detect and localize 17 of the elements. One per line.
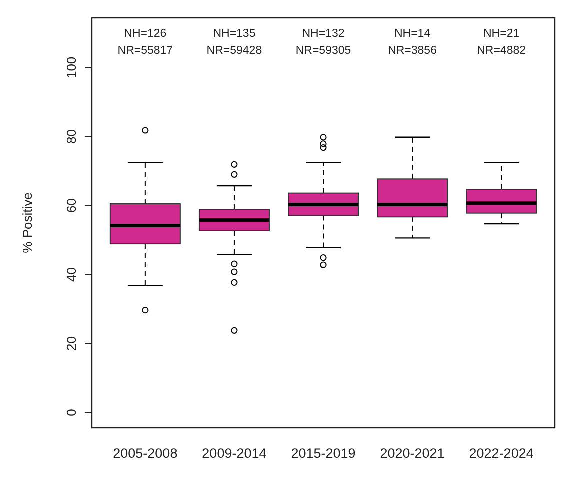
- annotation: NH=21 NR=4882: [477, 28, 526, 57]
- y-tick-label: 60: [64, 198, 79, 213]
- x-tick-label: 2015-2019: [291, 446, 356, 461]
- annotation: NH=14 NR=3856: [388, 28, 437, 57]
- y-tick-label: 20: [64, 336, 79, 352]
- annotation: NH=132 NR=59305: [296, 28, 352, 57]
- x-tick-label: 2020-2021: [380, 446, 445, 461]
- x-tick-label: 2005-2008: [113, 446, 178, 461]
- x-tick-label: 2009-2014: [202, 446, 268, 461]
- annotation: NH=126 NR=55817: [118, 28, 174, 57]
- annotation: NH=135 NR=59428: [206, 28, 262, 57]
- y-tick-label: 100: [64, 56, 79, 79]
- y-tick-label: 40: [64, 268, 79, 282]
- y-tick-label: 0: [64, 409, 79, 416]
- y-axis-title: % Positive: [20, 192, 35, 254]
- y-tick-label: 80: [64, 129, 79, 144]
- x-tick-label: 2022-2024: [469, 446, 534, 461]
